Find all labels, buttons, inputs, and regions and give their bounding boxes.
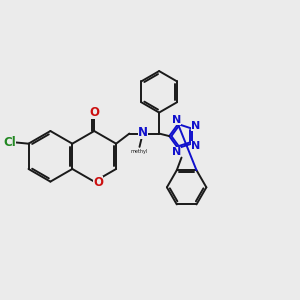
Text: N: N [172, 147, 181, 157]
Text: N: N [138, 126, 148, 140]
Text: N: N [191, 121, 200, 131]
Text: N: N [172, 115, 181, 125]
Text: O: O [93, 176, 103, 189]
Text: N: N [191, 141, 200, 151]
Text: methyl: methyl [131, 149, 148, 154]
Text: Cl: Cl [3, 136, 16, 148]
Text: O: O [89, 106, 99, 118]
